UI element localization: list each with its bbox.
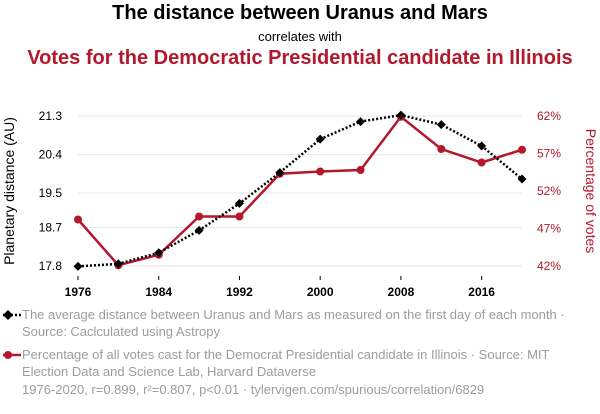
chart-connector: correlates with bbox=[258, 29, 342, 44]
chart-canvas: 17.8 18.7 19.5 20.4 21.3 42% 47% 52% 57% 62% 1976 1… bbox=[1, 109, 599, 299]
y-right-tick-label: 62% bbox=[537, 109, 561, 123]
data-point-circle bbox=[437, 145, 446, 153]
series-line-0 bbox=[77, 113, 523, 268]
footer-stats: 1976-2020, r=0.899, r²=0.807, p<0.01 · t… bbox=[22, 382, 485, 397]
y-left-tick-label: 18.7 bbox=[39, 220, 63, 234]
data-point-diamond bbox=[194, 225, 204, 235]
series-group bbox=[73, 110, 527, 271]
data-point-circle bbox=[235, 212, 244, 221]
data-point-diamond bbox=[73, 261, 83, 271]
data-point-diamond bbox=[275, 168, 285, 178]
data-point-circle bbox=[74, 215, 82, 224]
axes: 17.8 18.7 19.5 20.4 21.3 42% 47% 52% 57% 62% 1976 1… bbox=[1, 109, 599, 299]
chart-subtitle: Votes for the Democratic Presidential ca… bbox=[27, 47, 573, 69]
chart-title: The distance between Uranus and Mars bbox=[112, 2, 488, 24]
data-point-circle bbox=[477, 158, 486, 167]
y-left-tick-label: 21.3 bbox=[39, 109, 63, 123]
data-point-circle bbox=[195, 212, 204, 221]
dotted-line-diamond-icon bbox=[3, 310, 21, 320]
data-point-diamond bbox=[113, 259, 123, 269]
y-left-tick-label: 20.4 bbox=[39, 148, 63, 162]
data-point-diamond bbox=[396, 110, 406, 120]
data-point-circle bbox=[518, 145, 526, 154]
data-point-diamond bbox=[517, 174, 527, 184]
data-point-diamond bbox=[154, 248, 164, 258]
solid-line-circle-icon bbox=[3, 351, 21, 359]
grid-lines bbox=[78, 115, 522, 267]
legend-label-distance: The average distance between Uranus and … bbox=[22, 307, 565, 339]
x-tick-label: 1984 bbox=[145, 285, 172, 299]
data-point-diamond bbox=[234, 198, 244, 208]
y-left-tick-label: 19.5 bbox=[39, 186, 63, 200]
y-right-tick-label: 52% bbox=[537, 184, 561, 198]
x-tick-label: 1992 bbox=[226, 285, 253, 299]
y-left-tick-label: 17.8 bbox=[39, 259, 63, 273]
data-point-diamond bbox=[477, 141, 487, 151]
legend-label-votes: Percentage of all votes cast for the Dem… bbox=[22, 347, 550, 379]
y-right-axis-label: Percentage of votes bbox=[583, 129, 599, 254]
y-right-tick-label: 47% bbox=[537, 222, 561, 236]
data-point-circle bbox=[316, 167, 325, 176]
y-right-tick-label: 42% bbox=[537, 259, 561, 273]
y-left-axis-label: Planetary distance (AU) bbox=[1, 117, 17, 265]
data-point-diamond bbox=[356, 117, 366, 127]
series-line-1 bbox=[77, 114, 523, 267]
data-point-circle bbox=[356, 166, 365, 174]
y-right-tick-label: 57% bbox=[537, 147, 561, 161]
x-tick-label: 2000 bbox=[307, 285, 334, 299]
data-point-diamond bbox=[436, 120, 446, 130]
data-point-diamond bbox=[315, 134, 325, 144]
x-tick-label: 2016 bbox=[468, 285, 495, 299]
x-tick-label: 1976 bbox=[65, 285, 92, 299]
x-tick-label: 2008 bbox=[388, 285, 415, 299]
